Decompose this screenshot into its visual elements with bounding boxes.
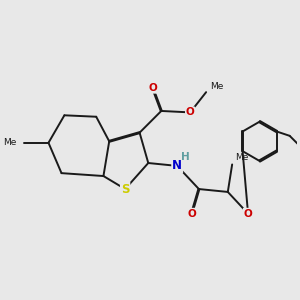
Text: O: O [244,208,252,219]
Text: N: N [172,159,182,172]
Text: H: H [182,152,190,162]
Text: Me: Me [3,138,17,147]
Text: O: O [186,107,195,117]
Text: Me: Me [211,82,224,91]
Text: O: O [148,83,157,93]
Text: Me: Me [236,153,249,162]
Text: O: O [187,208,196,219]
Text: S: S [121,182,129,196]
